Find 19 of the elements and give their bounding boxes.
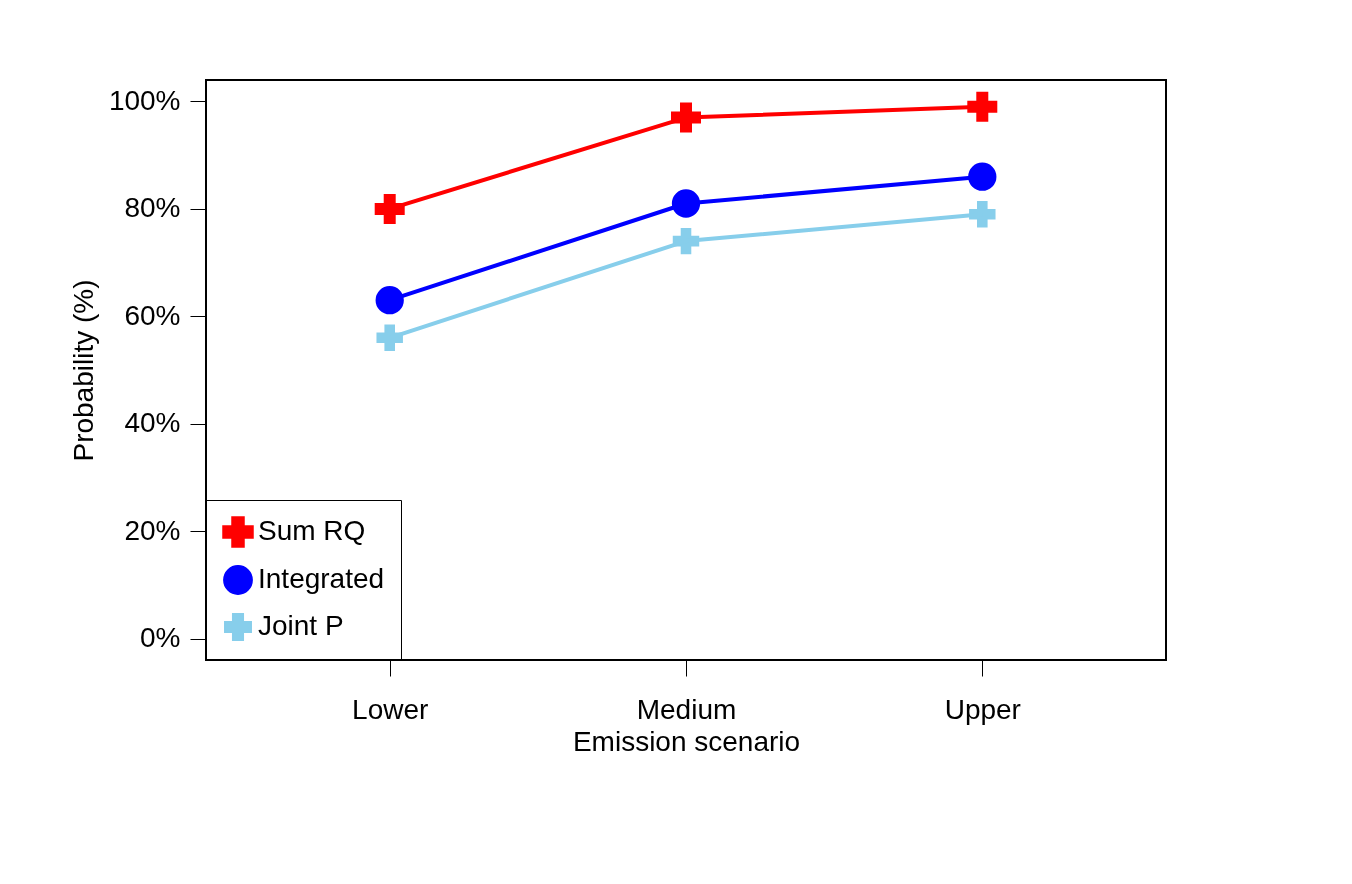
y-axis-title: Probability (%) [67,279,99,462]
y-tick-label: 60% [124,299,181,331]
x-tick-label: Medium [636,693,737,725]
x-axis-title: Emission scenario [572,725,801,757]
y-tick-label: 100% [108,84,181,116]
legend-label: Integrated [258,563,385,594]
y-tick-label: 40% [124,407,181,439]
y-tick-label: 0% [140,622,181,654]
y-tick-label: 20% [124,514,181,546]
point [376,324,403,352]
legend-label: Joint P [258,610,344,641]
y-tick-label: 80% [124,192,181,224]
x-tick-label: Upper [944,693,1021,725]
legend-label: Sum RQ [258,515,366,546]
x-tick-label: Lower [352,693,429,725]
point [969,201,996,228]
point [375,286,404,315]
point [968,162,997,191]
point [967,91,998,122]
